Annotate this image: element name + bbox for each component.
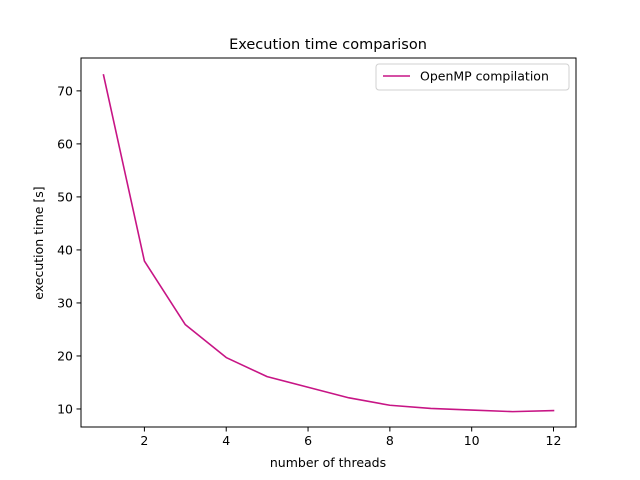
legend-frame xyxy=(375,63,570,91)
y-tick-label: 20 xyxy=(57,348,73,363)
x-tick-label: 4 xyxy=(222,433,230,448)
series-line-0 xyxy=(102,74,555,413)
axes-frame xyxy=(80,57,577,428)
y-tick-label: 60 xyxy=(57,136,73,151)
x-axis-label: number of threads xyxy=(270,455,386,470)
y-tick-label: 10 xyxy=(57,401,73,416)
y-axis-label: execution time [s] xyxy=(31,186,46,299)
x-tick-label: 12 xyxy=(546,433,562,448)
x-tick-label: 10 xyxy=(464,433,480,448)
legend-label: OpenMP compilation xyxy=(420,69,549,84)
x-tick-label: 2 xyxy=(140,433,148,448)
x-tick-label: 6 xyxy=(304,433,312,448)
y-tick-label: 50 xyxy=(57,189,73,204)
y-tick-label: 30 xyxy=(57,295,73,310)
plot-area: 2 4 6 8 10 12 10 20 30 40 50 60 70 xyxy=(57,57,577,448)
y-tick-label: 40 xyxy=(57,242,73,257)
chart-title: Execution time comparison xyxy=(229,37,427,53)
legend: OpenMP compilation xyxy=(375,63,570,91)
x-tick-label: 8 xyxy=(386,433,394,448)
y-tick-label: 70 xyxy=(57,83,73,98)
